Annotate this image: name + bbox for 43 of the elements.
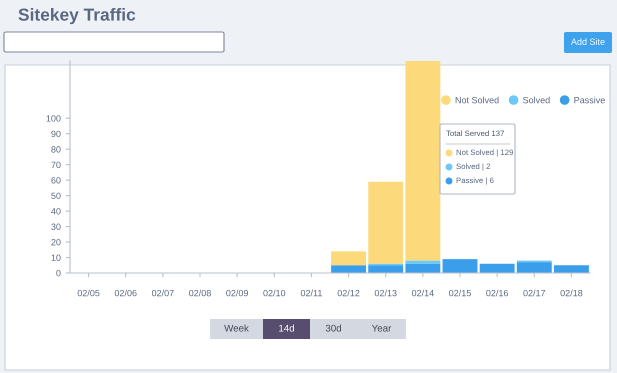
y-tick-label: 90 bbox=[51, 130, 61, 138]
y-tick-label: 20 bbox=[51, 239, 61, 246]
bar bbox=[331, 251, 366, 266]
x-tick-label: 02/11 bbox=[300, 290, 322, 296]
x-tick-label: 02/05 bbox=[78, 290, 100, 296]
bar bbox=[331, 265, 366, 273]
x-tick-label: 02/13 bbox=[374, 290, 397, 296]
x-tick-label: 02/15 bbox=[449, 290, 471, 296]
text: 14d bbox=[279, 324, 294, 332]
x-tick-label: 02/08 bbox=[189, 290, 211, 296]
x-tick-label: 02/10 bbox=[263, 290, 286, 296]
y-tick-label: 10 bbox=[52, 254, 61, 261]
x-tick-label: 02/18 bbox=[560, 290, 582, 296]
bar bbox=[405, 264, 440, 273]
x-tick-label: 02/06 bbox=[114, 290, 137, 296]
text: Add Site bbox=[570, 38, 605, 45]
bar bbox=[480, 264, 515, 273]
x-tick-label: 02/12 bbox=[338, 290, 360, 296]
y-tick-label: 40 bbox=[51, 208, 61, 214]
y-tick-label: 60 bbox=[51, 177, 61, 184]
x-tick-label: 02/09 bbox=[226, 290, 248, 296]
bar bbox=[554, 265, 589, 273]
text: Year bbox=[372, 324, 392, 332]
bar bbox=[442, 259, 478, 273]
y-tick-label: 50 bbox=[51, 192, 61, 199]
x-tick-label: 02/14 bbox=[412, 290, 434, 296]
y-tick-label: 30 bbox=[51, 224, 61, 230]
y-tick-label: 100 bbox=[46, 115, 61, 122]
y-tick-label: 0 bbox=[56, 270, 61, 276]
text: 30d bbox=[326, 324, 341, 332]
chart-title: Sitekey Traffic bbox=[18, 8, 136, 24]
text: Week bbox=[224, 324, 249, 332]
legend-label: Solved bbox=[523, 96, 550, 104]
y-tick-label: 70 bbox=[51, 162, 61, 168]
bar bbox=[368, 182, 404, 264]
legend-label: Not Solved bbox=[456, 96, 499, 104]
legend-label: Passive bbox=[574, 96, 605, 104]
x-tick-label: 02/16 bbox=[486, 290, 508, 296]
y-tick-label: 80 bbox=[51, 146, 61, 153]
bar bbox=[516, 262, 552, 273]
x-tick-label: 02/17 bbox=[523, 290, 546, 296]
x-tick-label: 02/07 bbox=[152, 290, 174, 296]
bar bbox=[405, 260, 440, 264]
